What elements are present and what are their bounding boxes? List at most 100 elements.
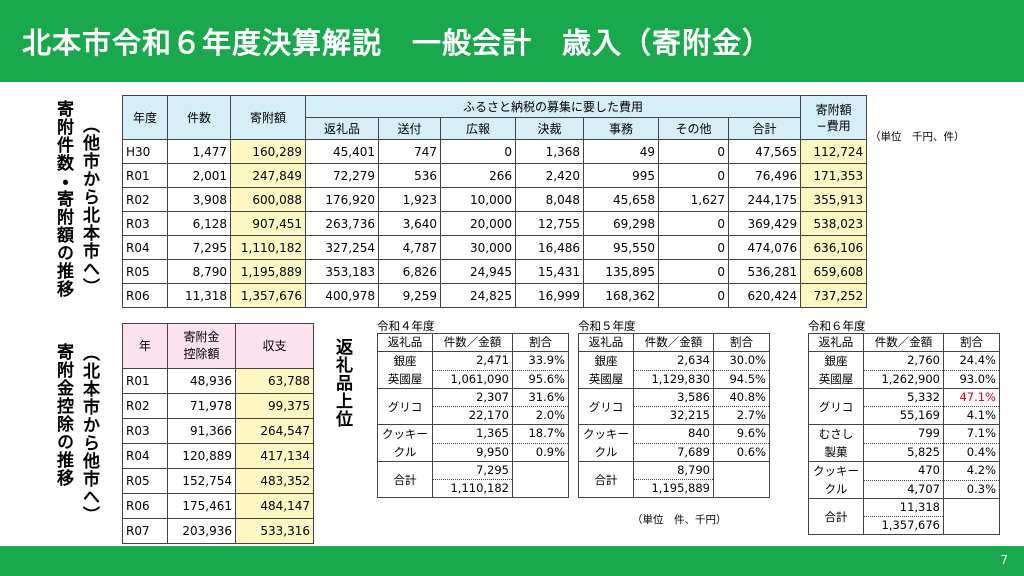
data-row: 32,215 2.7% — [579, 406, 770, 425]
table-cell: 4,707 — [863, 480, 944, 499]
table-cell: 18.7% — [512, 424, 569, 444]
unit-note: （単位 千円、件） — [870, 131, 965, 143]
data-row: 1,110,182 — [378, 479, 569, 498]
column-header: その他 — [658, 117, 729, 140]
table-cell: 175,461 — [167, 493, 236, 519]
table-cell: 47.1% — [943, 388, 1000, 407]
data-row: R05 152,754 483,352 — [122, 468, 314, 494]
item-name: 銀座 — [393, 354, 417, 368]
table-cell: 合計 — [578, 461, 634, 498]
table-cell: 0 — [658, 139, 729, 164]
data-row: R03 91,366 264,547 — [122, 418, 314, 444]
table-cell: 31.6% — [512, 388, 569, 407]
table-cell: 203,936 — [167, 518, 236, 544]
table-cell: 1,110,182 — [432, 479, 513, 498]
column-header: 返礼品 — [808, 333, 864, 352]
header-row: 返礼品 件数／金額 割合 — [578, 333, 770, 352]
data-row: グリコ 5,332 47.1% — [808, 388, 1000, 425]
table-cell: R02 — [122, 393, 168, 419]
data-row: むさし 製菓 799 7.1% — [808, 424, 1000, 462]
table-cell: 152,754 — [167, 468, 236, 494]
table-cell: 95,550 — [583, 235, 659, 260]
data-row: 1,129,830 94.5% — [579, 370, 770, 389]
table-cell: 470 — [863, 461, 944, 481]
item-name: 銀座 — [824, 354, 848, 368]
data-row: グリコ 2,307 31.6% — [377, 388, 569, 425]
table-cell: 417,134 — [235, 443, 314, 469]
table-cell: 91,366 — [167, 418, 236, 444]
column-header: 割合 — [713, 333, 770, 352]
table-cell: 263,736 — [305, 211, 379, 236]
table-cell: 47,565 — [727, 139, 802, 164]
table-cell: R02 — [122, 187, 168, 212]
data-row: 55,169 4.1% — [809, 406, 1000, 425]
table-cell: 銀座 英國屋 — [377, 351, 433, 389]
header-row: 年度 件数 寄附額 ふるさと納税の募集に要した費用 寄附額 −費用 — [122, 95, 868, 140]
table-cell: 0 — [658, 235, 729, 260]
table-cell: 2,634 — [633, 351, 714, 371]
header-line: 寄附金 — [183, 330, 220, 344]
table-caption: 令和４年度 — [377, 319, 435, 333]
table-cell: 10,000 — [440, 187, 516, 212]
data-row: R01 48,936 63,788 — [122, 368, 314, 394]
table-cell: 264,547 — [235, 418, 314, 444]
table-cell: 247,849 — [230, 163, 306, 188]
table-cell: グリコ — [377, 388, 433, 425]
table-cell: 536,281 — [727, 259, 802, 284]
item-name: 銀座 — [594, 354, 618, 368]
item-name: 合計 — [824, 509, 848, 524]
column-header: 合計 — [727, 117, 802, 140]
table-cell: 0.4% — [943, 443, 1000, 462]
table-cell: 24,945 — [440, 259, 516, 284]
data-row: クッキー クル 470 4.2% — [808, 461, 1000, 499]
table-cell: 160,289 — [230, 139, 306, 164]
column-header: 件数／金額 — [432, 333, 513, 352]
table-caption: 令和５年度 — [578, 319, 636, 333]
table-cell: クッキー クル — [578, 424, 634, 462]
table-cell: 659,608 — [800, 259, 868, 284]
table-cell: 40.8% — [713, 388, 770, 407]
table-cell: 1,195,889 — [230, 259, 306, 284]
table-cell: R04 — [122, 235, 168, 260]
table-cell: 8,790 — [167, 259, 231, 284]
table-cell: 400,978 — [305, 283, 379, 308]
column-header: 割合 — [512, 333, 569, 352]
table-cell: 737,252 — [800, 283, 868, 308]
table-cell: 244,175 — [727, 187, 802, 212]
item-name: 合計 — [594, 472, 618, 487]
data-row: R01 2,001 247,849 72,279 536 266 2,420 995 0 76,4… — [122, 163, 868, 188]
data-row: 1,195,889 — [579, 479, 770, 498]
table-cell — [713, 461, 770, 498]
table-cell: 7,295 — [432, 461, 513, 480]
table-cell: 12,755 — [515, 211, 584, 236]
data-row: R05 8,790 1,195,889 353,183 6,826 24,945 15,43… — [122, 259, 868, 284]
data-row: グリコ 3,586 40.8% — [578, 388, 770, 425]
data-row: R06 175,461 484,147 — [122, 493, 314, 519]
data-table: 返礼品 件数／金額 割合 銀座 英國屋 2,471 33.9% 1,061,090 95.6% グ… — [377, 333, 569, 498]
column-header: 年 — [122, 323, 168, 369]
side-label: 寄附金控除の推移 — [53, 343, 73, 487]
data-row: R07 203,936 533,316 — [122, 518, 314, 544]
table-cell: 69,298 — [583, 211, 659, 236]
data-row: クッキー クル 1,365 18.7% — [377, 424, 569, 462]
table-cell: 0 — [658, 211, 729, 236]
table-cell: 0.9% — [512, 443, 569, 462]
item-name: むさし — [818, 427, 854, 441]
data-row: R03 6,128 907,451 263,736 3,640 20,000 12,755 6… — [122, 211, 868, 236]
table-cell: 369,429 — [727, 211, 802, 236]
table-cell: 171,353 — [800, 163, 868, 188]
column-header: ふるさと納税の募集に要した費用 — [304, 95, 802, 118]
side-sublabel: （北本市から他市へ） — [79, 344, 99, 524]
table-cell: 266 — [440, 163, 516, 188]
table-cell: 0 — [658, 283, 729, 308]
data-row: R02 3,908 600,088 176,920 1,923 10,000 8,048 45… — [122, 187, 868, 212]
table-cell: 49 — [583, 139, 659, 164]
table-cell: 99,375 — [235, 393, 314, 419]
table-cell: 2.0% — [512, 406, 569, 425]
table-cell: 1,129,830 — [633, 370, 714, 389]
data-row: 1,262,900 93.0% — [809, 370, 1000, 389]
table-cell: 1,195,889 — [633, 479, 714, 498]
table-cell: 合計 — [377, 461, 433, 498]
table-cell: 63,788 — [235, 368, 314, 394]
